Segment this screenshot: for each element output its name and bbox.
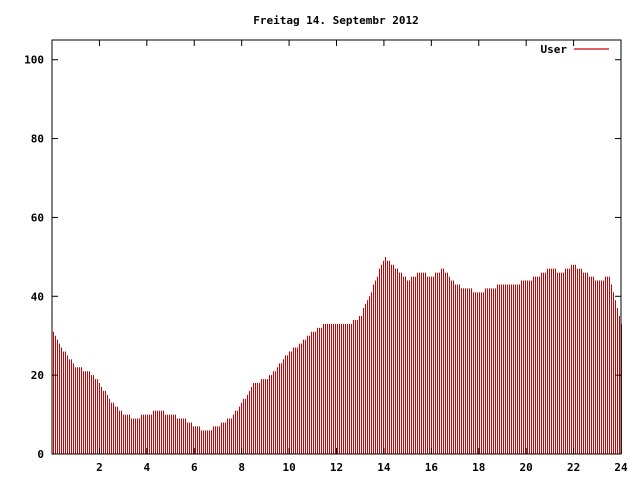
x-tick-label: 2 — [96, 461, 103, 474]
x-tick-label: 10 — [282, 461, 295, 474]
x-tick-label: 20 — [520, 461, 533, 474]
x-axis: 2 4 6 8 10 12 14 16 18 20 22 24 — [96, 40, 628, 474]
x-tick-label: 16 — [425, 461, 439, 474]
x-tick-label: 12 — [330, 461, 343, 474]
y-tick-label: 100 — [24, 54, 44, 67]
y-tick-label: 0 — [37, 448, 44, 461]
x-tick-label: 24 — [614, 461, 628, 474]
chart-title: Freitag 14. Septembr 2012 — [253, 14, 419, 27]
x-tick-label: 14 — [377, 461, 391, 474]
bar-series-user — [53, 256, 622, 454]
x-tick-label: 18 — [472, 461, 485, 474]
x-tick-label: 6 — [191, 461, 198, 474]
y-tick-label: 60 — [31, 211, 44, 224]
legend-label-user: User — [541, 43, 568, 56]
y-axis: 0 20 40 60 80 100 — [24, 54, 621, 461]
y-tick-label: 40 — [31, 290, 44, 303]
legend: User — [541, 43, 609, 56]
x-tick-label: 4 — [144, 461, 151, 474]
y-tick-label: 20 — [31, 369, 44, 382]
y-tick-label: 80 — [31, 133, 44, 146]
x-tick-label: 8 — [238, 461, 245, 474]
x-tick-label: 22 — [567, 461, 580, 474]
